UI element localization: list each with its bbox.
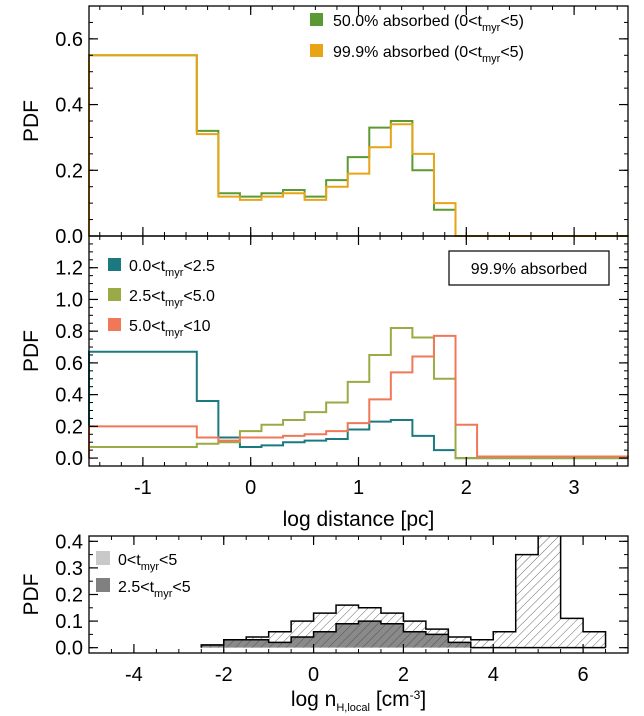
y-axis-label: PDF xyxy=(20,100,43,142)
y-tick-label: 0.4 xyxy=(55,95,83,117)
legend-label-2: 5.0<tmyr<10 xyxy=(129,318,211,339)
y-tick-label: 1.2 xyxy=(55,258,83,280)
legend-swatch-0 xyxy=(96,551,110,565)
plot-frame xyxy=(88,5,629,237)
histogram-area xyxy=(200,536,607,649)
y-tick-label: 0.0 xyxy=(55,226,83,248)
legend-swatch-1 xyxy=(96,578,110,592)
y-tick-label: 0.2 xyxy=(55,160,83,182)
annotation-box xyxy=(448,250,610,286)
legend-label-0: 0<tmyr<5 xyxy=(118,552,177,573)
x-tick-label: -2 xyxy=(215,664,233,686)
series-line-0 xyxy=(88,350,628,460)
y-tick-label: 0.3 xyxy=(55,558,83,580)
x-tick-label: 1 xyxy=(353,477,364,499)
series-line-2 xyxy=(88,334,629,459)
y-tick-label: 0.6 xyxy=(55,353,83,375)
legend-swatch-1 xyxy=(108,288,121,301)
legend-label-0: 0.0<tmyr<2.5 xyxy=(129,258,215,279)
legend-label-1: 2.5<tmyr<5.0 xyxy=(129,288,215,309)
y-tick-label: 0.1 xyxy=(55,611,83,633)
x-tick-label: 3 xyxy=(569,477,580,499)
legend-swatch-0 xyxy=(108,258,121,271)
x-tick-label: 0 xyxy=(308,664,319,686)
series-line-0 xyxy=(88,54,628,237)
legend-label-1: 99.9% absorbed (0<tmyr<5) xyxy=(333,44,524,65)
x-tick-label: -4 xyxy=(125,664,143,686)
legend-swatch-2 xyxy=(108,318,121,331)
x-axis-label: log distance [pc] xyxy=(283,508,435,531)
series-line-1 xyxy=(88,327,628,460)
x-tick-label: 4 xyxy=(488,664,499,686)
legend-label-1: 2.5<tmyr<5 xyxy=(118,579,191,600)
y-tick-label: 0.4 xyxy=(55,531,83,553)
y-axis-label: PDF xyxy=(20,574,43,616)
y-axis-label: PDF xyxy=(20,330,43,372)
y-tick-label: 0.0 xyxy=(55,638,83,660)
panel-bottom-histogram: 0<tmyr<5 2.5<tmyr<5 0.0 0.1 0.2 0.3 0.4 -4 -2 0 2 4… xyxy=(20,531,629,714)
panel-middle-histogram: 0.0<tmyr<2.5 2.5<tmyr<5.0 5.0<tmyr<10 99.9%… xyxy=(20,235,629,531)
x-tick-label: -1 xyxy=(134,477,152,499)
annotation-text: 99.9% absorbed xyxy=(471,261,588,278)
y-tick-label: 0.6 xyxy=(55,29,83,51)
x-tick-label: 6 xyxy=(578,664,589,686)
y-tick-label: 0.0 xyxy=(55,448,83,470)
y-tick-label: 0.4 xyxy=(55,385,83,407)
y-tick-label: 1.0 xyxy=(55,289,83,311)
y-tick-label: 0.2 xyxy=(55,585,83,607)
y-tick-label: 0.2 xyxy=(55,416,83,438)
legend-swatch-1 xyxy=(310,44,323,57)
legend-swatch-0 xyxy=(310,13,323,26)
x-tick-label: 0 xyxy=(245,477,256,499)
y-tick-label: 0.8 xyxy=(55,321,83,343)
x-tick-label: 2 xyxy=(398,664,409,686)
x-axis-label: log nH,local [cm-3] xyxy=(291,688,426,714)
legend-label-0: 50.0% absorbed (0<tmyr<5) xyxy=(333,13,524,34)
panel-top-histogram: 50.0% absorbed (0<tmyr<5) 99.9% absorbed … xyxy=(20,5,629,248)
series-line-1 xyxy=(88,54,628,237)
x-tick-label: 2 xyxy=(461,477,472,499)
